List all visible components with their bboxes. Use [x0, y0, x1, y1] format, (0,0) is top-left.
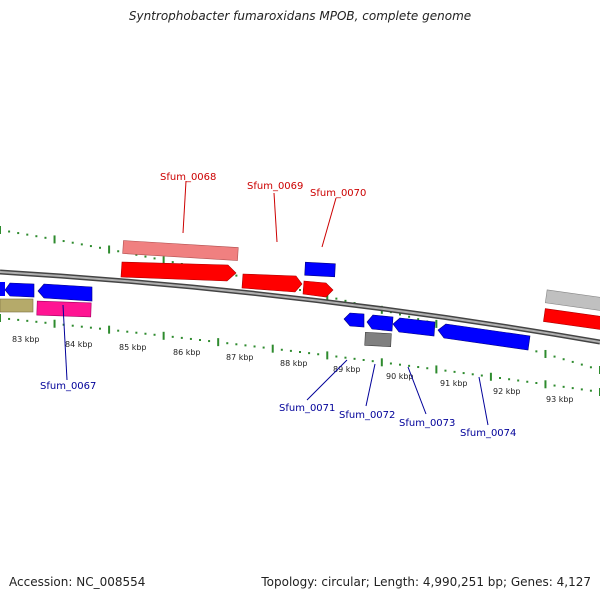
- gene-feature-0070-upper[interactable]: [304, 261, 336, 278]
- gene-feature-right-gray[interactable]: [544, 289, 600, 312]
- kbp-label: 87 kbp: [226, 353, 254, 362]
- kbp-label: 88 kbp: [280, 359, 308, 368]
- accession-text: Accession: NC_008554: [9, 575, 146, 589]
- gene-leader-line: [321, 197, 337, 248]
- genome-backbone-highlight: [0, 271, 600, 343]
- page-title: Syntrophobacter fumaroxidans MPOB, compl…: [128, 9, 472, 23]
- gene-label-0074[interactable]: Sfum_0074: [460, 428, 516, 439]
- gene-feature-0072-gray[interactable]: [364, 332, 392, 347]
- gene-label-0073[interactable]: Sfum_0073: [399, 418, 455, 429]
- gene-leader-line: [306, 359, 348, 401]
- gene-leader-line: [407, 366, 427, 415]
- gene-label-0068[interactable]: Sfum_0068: [160, 172, 216, 183]
- kbp-label: 86 kbp: [173, 348, 201, 357]
- genome-info-text: Topology: circular; Length: 4,990,251 bp…: [261, 575, 591, 589]
- gene-label-0067[interactable]: Sfum_0067: [40, 381, 96, 392]
- gene-feature-right-red[interactable]: [543, 308, 600, 331]
- gene-label-0071[interactable]: Sfum_0071: [279, 403, 335, 414]
- kbp-label: 92 kbp: [493, 387, 521, 396]
- gene-feature-left-blue-1[interactable]: [0, 282, 5, 296]
- gene-leader-line: [273, 192, 278, 243]
- gene-label-0069[interactable]: Sfum_0069: [247, 181, 303, 192]
- kbp-label: 89 kbp: [333, 365, 361, 374]
- gene-leader-line: [478, 376, 489, 426]
- gene-feature-0068-light[interactable]: [122, 240, 239, 261]
- kbp-label: 84 kbp: [65, 340, 93, 349]
- gene-label-0070[interactable]: Sfum_0070: [310, 188, 366, 199]
- gene-feature-0073[interactable]: [392, 317, 436, 337]
- lower-tick-track: [0, 314, 600, 396]
- kbp-label: 91 kbp: [440, 379, 468, 388]
- gene-feature-0069[interactable]: [241, 273, 303, 293]
- kbp-label: 83 kbp: [12, 335, 40, 344]
- gene-feature-olive[interactable]: [0, 298, 34, 313]
- gene-feature-0072-blue[interactable]: [366, 314, 394, 332]
- gene-feature-left-blue-3[interactable]: [37, 283, 93, 302]
- gene-leader-line: [182, 180, 187, 234]
- gene-label-0072[interactable]: Sfum_0072: [339, 410, 395, 421]
- kbp-label: 90 kbp: [386, 372, 414, 381]
- kbp-label: 93 kbp: [546, 395, 574, 404]
- gene-leader-line: [365, 363, 376, 407]
- gene-feature-0068[interactable]: [120, 261, 237, 282]
- gene-feature-0071[interactable]: [343, 312, 365, 328]
- gene-feature-0070[interactable]: [302, 280, 334, 298]
- gene-feature-left-blue-2[interactable]: [4, 282, 35, 298]
- kbp-label-group: 83 kbp 84 kbp 85 kbp 86 kbp 87 kbp 88 kb…: [12, 335, 574, 404]
- gene-leader-line: [62, 304, 68, 381]
- kbp-label: 85 kbp: [119, 343, 147, 352]
- gene-feature-0074[interactable]: [437, 323, 531, 351]
